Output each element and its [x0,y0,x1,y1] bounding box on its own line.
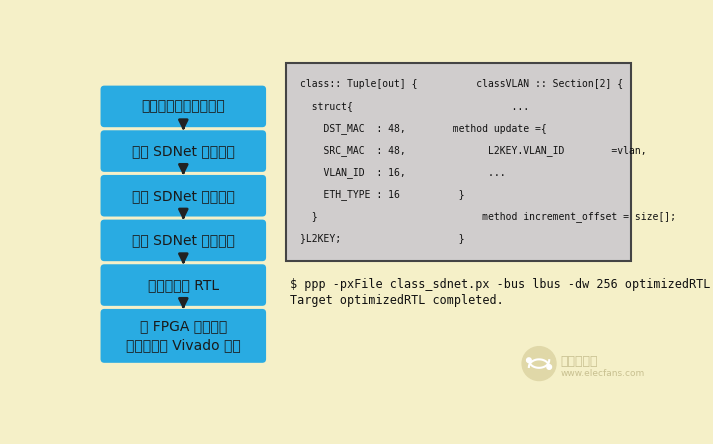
FancyBboxPatch shape [101,86,266,127]
Text: VLAN_ID  : 16,              ...: VLAN_ID : 16, ... [299,167,506,178]
Text: 调试 SDNet 功能规范: 调试 SDNet 功能规范 [132,234,235,247]
FancyBboxPatch shape [101,220,266,261]
Text: 把 FPGA 设计中的
包处理器与 Vivado 集成: 把 FPGA 设计中的 包处理器与 Vivado 集成 [126,319,241,353]
Text: DST_MAC  : 48,        method update ={: DST_MAC : 48, method update ={ [299,123,546,134]
FancyBboxPatch shape [101,264,266,306]
Text: 验证生成的 RTL: 验证生成的 RTL [148,278,219,292]
Text: www.elecfans.com: www.elecfans.com [560,369,645,378]
Text: $ ppp -pxFile class_sdnet.px -bus lbus -dw 256 optimizedRTL: $ ppp -pxFile class_sdnet.px -bus lbus -… [289,278,710,291]
Circle shape [527,358,531,362]
Circle shape [547,365,552,369]
FancyBboxPatch shape [101,175,266,217]
Text: SRC_MAC  : 48,              L2KEY.VLAN_ID        =vlan,: SRC_MAC : 48, L2KEY.VLAN_ID =vlan, [299,145,646,156]
Text: ETH_TYPE : 16          }: ETH_TYPE : 16 } [299,189,464,200]
Text: 编译 SDNet 功能规范: 编译 SDNet 功能规范 [132,189,235,203]
Circle shape [522,347,556,381]
FancyBboxPatch shape [286,63,631,261]
Text: 编写 SDNet 功能规范: 编写 SDNet 功能规范 [132,144,235,158]
Text: struct{                           ...: struct{ ... [299,101,529,111]
Text: class:: Tuple[out] {          classVLAN :: Section[2] {: class:: Tuple[out] { classVLAN :: Sectio… [299,79,622,89]
Text: Target optimizedRTL completed.: Target optimizedRTL completed. [289,293,503,306]
Text: }                            method increment_offset = size[];: } method increment_offset = size[]; [299,211,676,222]
FancyBboxPatch shape [101,130,266,172]
FancyBboxPatch shape [101,309,266,363]
Text: 确定包处理要求和功能: 确定包处理要求和功能 [141,99,225,113]
Text: }L2KEY;                    }: }L2KEY; } [299,233,464,243]
Text: 电子发烧友: 电子发烧友 [560,355,598,368]
